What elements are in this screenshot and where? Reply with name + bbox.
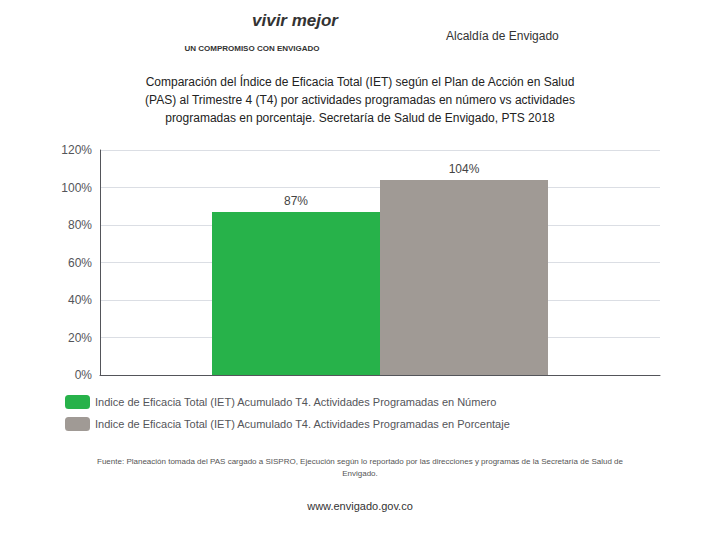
svg-text:20%: 20% xyxy=(68,331,92,345)
svg-text:100%: 100% xyxy=(61,181,92,195)
svg-text:0%: 0% xyxy=(75,368,93,382)
svg-text:80%: 80% xyxy=(68,218,92,232)
svg-text:www.envigado.gov.co: www.envigado.gov.co xyxy=(306,500,413,512)
svg-text:UN COMPROMISO CON ENVIGADO: UN COMPROMISO CON ENVIGADO xyxy=(184,44,319,53)
svg-text:60%: 60% xyxy=(68,256,92,270)
svg-text:Alcaldía de Envigado: Alcaldía de Envigado xyxy=(446,29,559,43)
svg-text:vivir mejor: vivir mejor xyxy=(252,11,339,30)
svg-text:Fuente: Planeación tomada del: Fuente: Planeación tomada del PAS cargad… xyxy=(97,457,623,466)
svg-text:programadas en porcentaje. Sec: programadas en porcentaje. Secretaría de… xyxy=(165,111,555,125)
svg-text:Indice de Eficacia Total (IET): Indice de Eficacia Total (IET) Acumulado… xyxy=(95,418,510,430)
svg-text:87%: 87% xyxy=(284,194,308,208)
svg-text:104%: 104% xyxy=(449,162,480,176)
svg-text:Indice de Eficacia Total (IET): Indice de Eficacia Total (IET) Acumulado… xyxy=(95,396,496,408)
svg-text:Comparación del Índice de Efic: Comparación del Índice de Eficacia Total… xyxy=(146,74,575,89)
svg-text:40%: 40% xyxy=(68,293,92,307)
svg-text:(PAS) al Trimestre 4 (T4) por: (PAS) al Trimestre 4 (T4) por actividade… xyxy=(145,93,575,107)
svg-text:Envigado.: Envigado. xyxy=(342,469,378,478)
svg-text:120%: 120% xyxy=(61,143,92,157)
